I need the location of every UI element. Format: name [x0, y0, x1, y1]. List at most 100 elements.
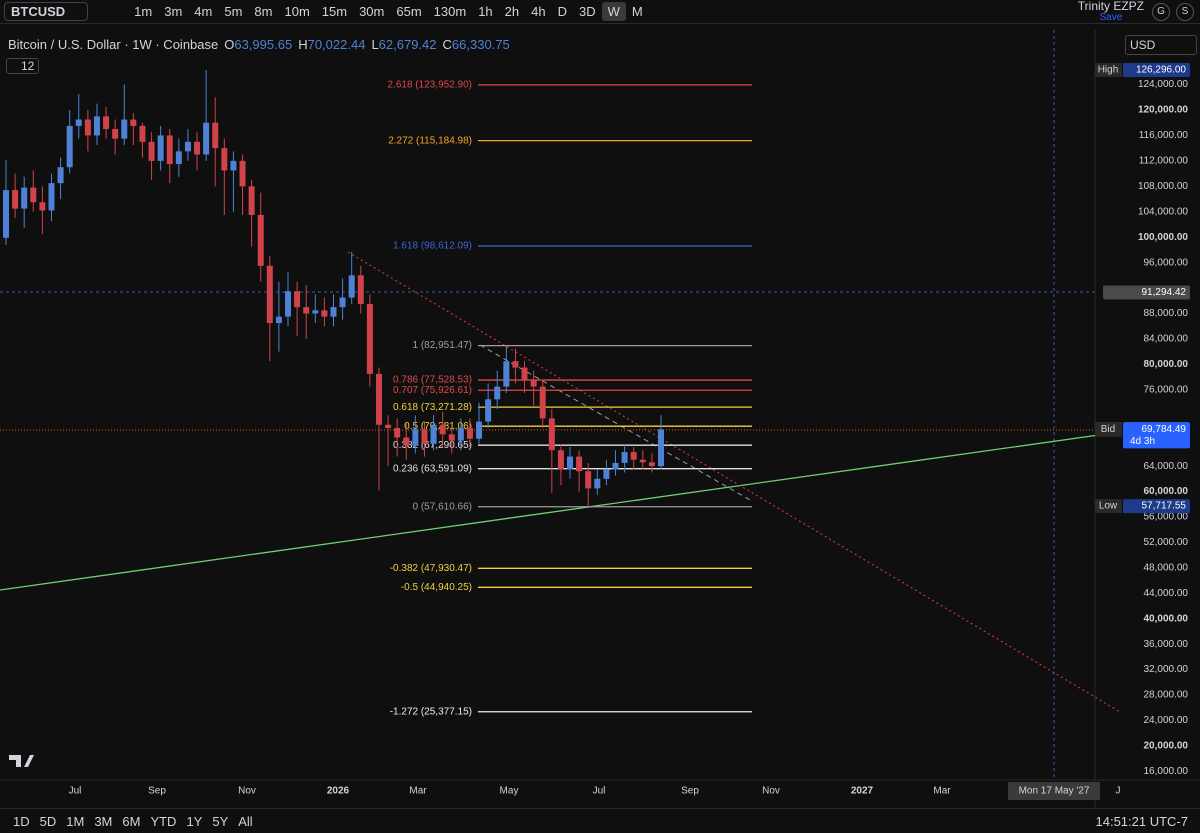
- candle-body: [203, 122, 210, 155]
- y-tick-label: 100,000.00: [1138, 232, 1188, 243]
- interval-button[interactable]: 15m: [321, 4, 348, 19]
- candle-body: [3, 190, 9, 238]
- interval-button[interactable]: 8m: [254, 4, 273, 19]
- interval-button[interactable]: 2h: [504, 4, 520, 19]
- x-tick-label: Nov: [238, 786, 256, 797]
- legend: Bitcoin / U.S. Dollar · 1W · Coinbase O63…: [8, 37, 510, 52]
- round-button[interactable]: S: [1176, 2, 1194, 21]
- candle-body: [194, 141, 201, 155]
- interval-button[interactable]: 4h: [531, 4, 546, 19]
- range-button[interactable]: 5Y: [212, 813, 229, 829]
- interval-button[interactable]: 10m: [284, 4, 310, 19]
- candle-body: [48, 183, 55, 211]
- fib-label: 0.236 (63,591.09): [393, 463, 472, 474]
- y-tick-label: 124,000.00: [1138, 79, 1188, 90]
- user-name[interactable]: Trinity EZPZ: [1077, 0, 1144, 13]
- candle-body: [648, 462, 655, 467]
- price-tag: Low: [1099, 501, 1118, 512]
- candle-body: [166, 135, 173, 165]
- interval-button[interactable]: D: [557, 4, 567, 19]
- range-button[interactable]: 1Y: [186, 813, 203, 829]
- x-tick-label: Jul: [593, 786, 606, 797]
- candle-body: [439, 424, 446, 435]
- y-tick-label: 32,000.00: [1144, 664, 1189, 675]
- user-block: Trinity EZPZ Save: [1077, 0, 1144, 23]
- interval-button[interactable]: 4m: [194, 4, 213, 19]
- price-label: 91,294.42: [1103, 285, 1190, 300]
- price-value: 91,294.42: [1142, 287, 1187, 298]
- range-button[interactable]: 5D: [39, 813, 57, 829]
- interval-button[interactable]: W: [601, 2, 626, 21]
- save-button[interactable]: Save: [1099, 11, 1123, 23]
- fib-label: 1.618 (98,612.09): [393, 241, 472, 252]
- interval-button[interactable]: 3m: [164, 4, 183, 19]
- interval-button[interactable]: 130m: [433, 4, 467, 19]
- fib-label: 0.618 (73,271.28): [393, 402, 472, 413]
- candle-body: [530, 380, 537, 387]
- candle-body: [630, 452, 637, 460]
- interval-button[interactable]: 3D: [579, 4, 596, 19]
- candle-body: [375, 373, 382, 425]
- candle-body: [512, 361, 519, 368]
- ohlc-value: 63,995.65: [234, 37, 293, 52]
- candle-body: [130, 119, 137, 126]
- y-tick-label: 44,000.00: [1144, 588, 1189, 599]
- candle-body: [93, 116, 100, 136]
- interval-button[interactable]: 30m: [359, 4, 385, 19]
- interval-button[interactable]: 1h: [478, 4, 493, 19]
- range-button[interactable]: 3M: [94, 813, 113, 829]
- symbol-search[interactable]: BTCUSD: [4, 2, 89, 21]
- interval-button[interactable]: M: [631, 4, 643, 19]
- y-tick-label: 76,000.00: [1144, 384, 1189, 395]
- range-button[interactable]: 1M: [66, 813, 85, 829]
- y-tick-label: 64,000.00: [1144, 461, 1189, 472]
- ohlc-key: C: [442, 37, 452, 52]
- y-tick-label: 24,000.00: [1144, 715, 1189, 726]
- candle-body: [548, 418, 555, 451]
- candle-body: [57, 167, 64, 184]
- range-button[interactable]: 6M: [122, 813, 141, 829]
- ohlc-item: L62,679.42: [371, 37, 436, 52]
- range-button[interactable]: All: [238, 813, 253, 829]
- candle-body: [221, 148, 228, 171]
- interval-button[interactable]: 1m: [134, 4, 153, 19]
- fib-label: -0.5 (44,940.25): [401, 582, 472, 593]
- candle-body: [66, 125, 73, 168]
- toolbar: BTCUSD 1m 3m 4m 5m 8m 10m 15m 30m 65m 130m 1h 2h 4h D 3…: [0, 0, 1200, 24]
- price-value-box: [1123, 422, 1190, 449]
- y-tick-label: 52,000.00: [1144, 537, 1189, 548]
- candle-body: [157, 135, 164, 161]
- candle-body: [494, 386, 501, 400]
- range-button[interactable]: 1D: [13, 813, 30, 829]
- currency-select[interactable]: USD: [1125, 35, 1197, 55]
- candle-body: [303, 307, 310, 314]
- candle-body: [266, 265, 273, 324]
- x-tick-label: Nov: [762, 786, 780, 797]
- candle-body: [175, 151, 182, 165]
- x-tick-label: Mar: [409, 786, 427, 797]
- ohlc-item: C66,330.75: [443, 37, 510, 52]
- candle-body: [230, 160, 237, 171]
- candle-body: [321, 310, 328, 317]
- candle-body: [612, 462, 619, 470]
- fib-label: -0.382 (47,930.47): [390, 563, 472, 574]
- candle-body: [539, 386, 546, 419]
- candle-body: [394, 427, 401, 438]
- candle-body: [339, 297, 346, 308]
- interval-button[interactable]: 65m: [396, 4, 422, 19]
- round-button[interactable]: G: [1152, 2, 1170, 21]
- y-tick-label: 16,000.00: [1144, 766, 1189, 777]
- interval-button[interactable]: 5m: [224, 4, 243, 19]
- y-tick-label: 60,000.00: [1144, 486, 1189, 497]
- candle-body: [421, 429, 428, 444]
- candle-body: [39, 202, 46, 211]
- indicator-toggle[interactable]: 12: [6, 58, 40, 74]
- candle-body: [184, 141, 191, 152]
- candle-body: [412, 429, 419, 446]
- x-tick-label: 2026: [327, 786, 350, 797]
- range-button[interactable]: YTD: [150, 813, 177, 829]
- ohlc-item: H70,022.44: [298, 37, 365, 52]
- candle-body: [248, 186, 255, 215]
- candle-body: [312, 310, 319, 314]
- candle-body: [485, 399, 492, 422]
